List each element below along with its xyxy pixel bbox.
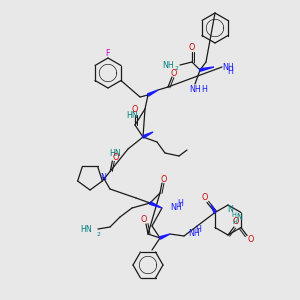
Text: NH: NH — [189, 85, 201, 94]
Polygon shape — [211, 205, 216, 213]
Text: NH: NH — [222, 62, 234, 71]
Text: O: O — [171, 68, 177, 77]
Text: N: N — [100, 172, 106, 182]
Text: H: H — [195, 226, 201, 235]
Polygon shape — [149, 202, 162, 208]
Text: F: F — [106, 49, 110, 58]
Polygon shape — [142, 132, 153, 138]
Polygon shape — [160, 234, 170, 239]
Text: HN: HN — [109, 148, 121, 158]
Text: O: O — [141, 215, 147, 224]
Text: O: O — [189, 43, 195, 52]
Text: NH: NH — [188, 230, 200, 238]
Text: N: N — [236, 213, 242, 222]
Text: H: H — [201, 85, 207, 94]
Text: O: O — [248, 235, 254, 244]
Text: HN: HN — [126, 110, 138, 119]
Text: O: O — [161, 175, 167, 184]
Text: O: O — [233, 217, 239, 226]
Text: 2: 2 — [174, 67, 178, 71]
Text: H: H — [177, 200, 183, 208]
Text: O: O — [132, 106, 138, 115]
Text: H: H — [232, 212, 236, 218]
Text: N: N — [227, 206, 233, 214]
Text: H: H — [232, 220, 237, 226]
Text: H: H — [227, 68, 233, 76]
Text: NH: NH — [170, 203, 182, 212]
Polygon shape — [200, 67, 214, 71]
Text: HN: HN — [80, 224, 92, 233]
Text: 2: 2 — [96, 232, 100, 236]
Polygon shape — [147, 90, 158, 96]
Text: O: O — [112, 152, 119, 161]
Text: O: O — [202, 193, 208, 202]
Text: NH: NH — [162, 61, 174, 70]
